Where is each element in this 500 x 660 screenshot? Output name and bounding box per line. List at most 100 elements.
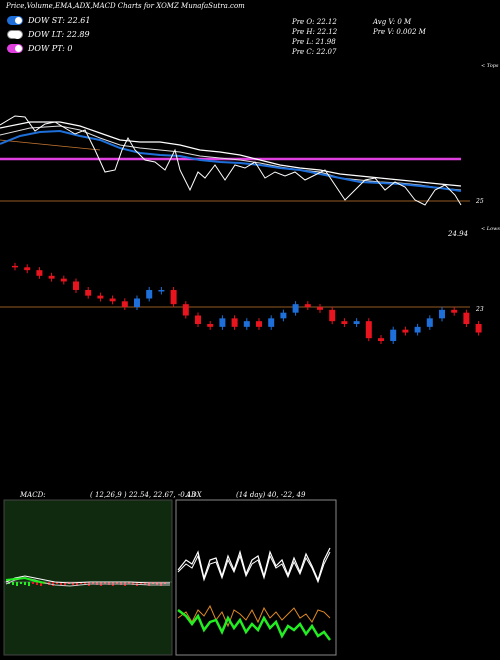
- upper-corner-label: < Tops: [481, 63, 499, 69]
- stat-prev-open: Pre O: 22.12: [292, 18, 337, 26]
- candle: [231, 318, 238, 327]
- macd-line: [5, 575, 170, 584]
- macd-panel: [3, 499, 173, 656]
- candle: [390, 329, 397, 342]
- ema-white-long: [0, 121, 462, 187]
- candle: [48, 275, 55, 279]
- candle: [243, 321, 250, 327]
- candle: [256, 321, 262, 327]
- macd-hist-bar: [148, 582, 150, 586]
- lower-level-label: 23: [476, 306, 484, 313]
- candle: [97, 295, 104, 299]
- candle: [146, 289, 153, 299]
- candle: [329, 309, 336, 322]
- toggle-dow-lt[interactable]: [7, 30, 23, 39]
- candle: [317, 307, 323, 310]
- macd-hist-bar: [16, 582, 18, 586]
- adx-params: (14 day) 40, -22, 49: [236, 491, 306, 499]
- stat-prev-vol: Pre V: 0.002 M: [373, 28, 426, 36]
- candle: [451, 309, 458, 313]
- candle: [24, 267, 31, 271]
- candle: [73, 281, 79, 290]
- ema-blue: [0, 129, 462, 192]
- candle: [463, 312, 470, 325]
- macd-hist-bar: [144, 582, 146, 585]
- macd-hist-bar: [128, 582, 130, 584]
- macd-hist-bar: [104, 582, 106, 584]
- pt-line-left: [0, 139, 101, 151]
- candle: [36, 270, 43, 276]
- macd-hist-bar: [12, 582, 14, 585]
- macd-hist-bar: [36, 582, 38, 585]
- toggle-dow-st[interactable]: [7, 16, 23, 25]
- candle: [12, 265, 18, 268]
- candle: [426, 318, 433, 327]
- candle: [304, 304, 311, 307]
- macd-hist-bar: [116, 582, 118, 584]
- upper-price-panel: [0, 115, 470, 206]
- toggle-dow-pt[interactable]: [7, 44, 23, 53]
- candle: [292, 304, 299, 313]
- lower-corner-label: < Lows: [481, 226, 500, 232]
- macd-hist-bar: [40, 582, 42, 586]
- price-line: [0, 115, 462, 206]
- candle: [378, 338, 384, 342]
- adx-white-1: [177, 547, 331, 582]
- macd-hist-bar: [64, 582, 66, 586]
- macd-green: [5, 576, 46, 584]
- macd-hist-bar: [20, 582, 22, 584]
- candle: [353, 321, 360, 325]
- macd-hist-bar: [132, 582, 134, 585]
- macd-hist-bar: [76, 582, 78, 586]
- adx-title: ADX: [186, 491, 202, 499]
- candle: [219, 318, 226, 327]
- candle: [207, 324, 214, 327]
- stat-prev-close: Pre C: 22.07: [292, 48, 337, 56]
- legend-dow-lt-label: DOW LT: 22.89: [28, 30, 90, 39]
- adx-green: [177, 609, 331, 641]
- stat-avg-vol: Avg V: 0 M: [373, 18, 412, 26]
- macd-hist-bar: [24, 582, 26, 585]
- candle: [365, 321, 372, 339]
- macd-hist-bar: [32, 582, 34, 584]
- lower-top-value: 24.94: [448, 230, 469, 238]
- adx-orange: [177, 604, 331, 628]
- candle: [182, 304, 189, 316]
- candle: [195, 315, 201, 325]
- candle: [134, 298, 140, 307]
- candle: [158, 289, 165, 292]
- candle: [402, 329, 409, 333]
- macd-hist-bar: [84, 582, 86, 585]
- chart-title: Price,Volume,EMA,ADX,MACD Charts for XOM…: [6, 2, 245, 10]
- macd-hist-bar: [52, 582, 54, 586]
- candle: [60, 278, 67, 282]
- candle: [414, 326, 421, 333]
- legend-dow-st[interactable]: DOW ST: 22.61: [7, 15, 90, 26]
- macd-hist-bar: [72, 582, 74, 585]
- legend-dow-pt[interactable]: DOW PT: 0: [7, 43, 73, 54]
- candle: [341, 321, 348, 325]
- legend-dow-lt[interactable]: DOW LT: 22.89: [7, 29, 90, 40]
- candles-group: [12, 262, 482, 345]
- macd-hist-bar: [56, 582, 58, 584]
- macd-hist-bar: [28, 582, 30, 586]
- candle: [121, 301, 128, 307]
- macd-hist-bar: [60, 582, 62, 585]
- stat-prev-high: Pre H: 22.12: [292, 28, 338, 36]
- legend-dow-st-label: DOW ST: 22.61: [28, 16, 91, 25]
- adx-panel: [175, 499, 337, 656]
- candle: [268, 318, 275, 327]
- candle: [170, 289, 177, 305]
- candle: [475, 324, 482, 333]
- macd-hist-bar: [92, 582, 94, 584]
- macd-params: ( 12,26,9 ) 22.54, 22.67, -0.13: [90, 491, 196, 499]
- candle: [280, 312, 287, 319]
- candle: [85, 289, 92, 296]
- macd-title: MACD:: [20, 491, 46, 499]
- macd-hist-bar: [160, 582, 162, 586]
- macd-hist-bar: [80, 582, 82, 584]
- candle: [109, 298, 116, 302]
- adx-white-2: [177, 551, 331, 584]
- candle: [439, 309, 445, 319]
